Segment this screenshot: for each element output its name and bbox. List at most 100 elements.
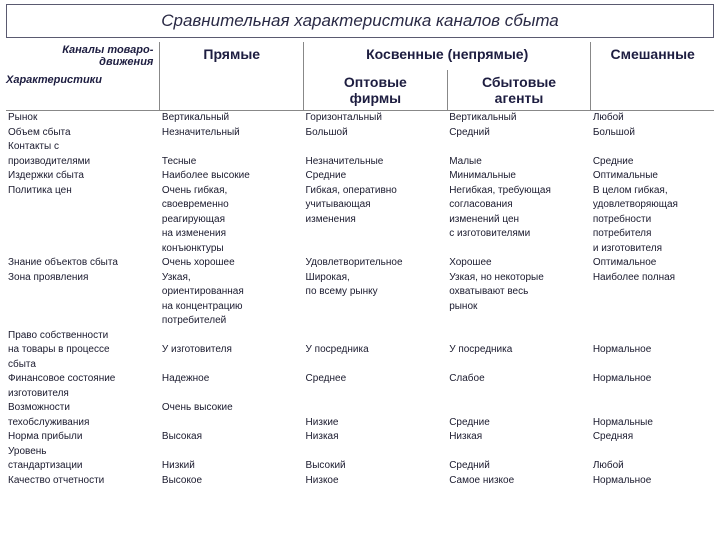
cell xyxy=(591,285,714,300)
cell xyxy=(304,445,448,460)
cell: Удовлетворительное xyxy=(304,256,448,271)
cell xyxy=(160,329,304,344)
cell xyxy=(591,358,714,373)
table-row: на концентрациюрынок xyxy=(6,300,714,315)
cell xyxy=(160,358,304,373)
cell: потребителя xyxy=(591,227,714,242)
body-table: РынокВертикальныйГоризонтальныйВертикаль… xyxy=(6,111,714,488)
row-label xyxy=(6,227,160,242)
row-label xyxy=(6,314,160,329)
channels-label: Каналы товаро- движения xyxy=(6,42,160,70)
row-label: Возможности xyxy=(6,401,160,416)
cell: Низкая xyxy=(447,430,591,445)
cell: Любой xyxy=(591,459,714,474)
cell: Узкая, xyxy=(160,271,304,286)
row-label: стандартизации xyxy=(6,459,160,474)
cell xyxy=(304,314,448,329)
table-row: Объем сбытаНезначительныйБольшойСреднийБ… xyxy=(6,126,714,141)
table-row: Контакты с xyxy=(6,140,714,155)
cell: Очень хорошее xyxy=(160,256,304,271)
cell xyxy=(160,387,304,402)
row-label: сбыта xyxy=(6,358,160,373)
cell: Очень гибкая, xyxy=(160,184,304,199)
cell: изменений цен xyxy=(447,213,591,228)
cell: Наиболее полная xyxy=(591,271,714,286)
row-label: Объем сбыта xyxy=(6,126,160,141)
row-label: Право собственности xyxy=(6,329,160,344)
cell: учитывающая xyxy=(304,198,448,213)
table-row: конъюнктурыи изготовителя xyxy=(6,242,714,257)
row-label: Зона проявления xyxy=(6,271,160,286)
row-label xyxy=(6,300,160,315)
cell: по всему рынку xyxy=(304,285,448,300)
col-mixed: Смешанные xyxy=(591,42,714,70)
cell xyxy=(591,140,714,155)
cell: Минимальные xyxy=(447,169,591,184)
cell: У посредника xyxy=(447,343,591,358)
table-row: Политика ценОчень гибкая,Гибкая, операти… xyxy=(6,184,714,199)
cell xyxy=(447,329,591,344)
cell: Низкая xyxy=(304,430,448,445)
cell: Надежное xyxy=(160,372,304,387)
cell xyxy=(591,314,714,329)
table-row: Право собственности xyxy=(6,329,714,344)
cell: Вертикальный xyxy=(447,111,591,126)
table-row: РынокВертикальныйГоризонтальныйВертикаль… xyxy=(6,111,714,126)
cell: на изменения xyxy=(160,227,304,242)
cell: Гибкая, оперативно xyxy=(304,184,448,199)
cell: потребности xyxy=(591,213,714,228)
wholesale-l2: фирмы xyxy=(350,90,402,106)
table-row: своевременноучитывающаясогласованияудовл… xyxy=(6,198,714,213)
row-label: Уровень xyxy=(6,445,160,460)
row-label: Рынок xyxy=(6,111,160,126)
table-row: техобслуживанияНизкиеСредниеНормальные xyxy=(6,416,714,431)
row-label: Знание объектов сбыта xyxy=(6,256,160,271)
col-indirect: Косвенные (непрямые) xyxy=(304,42,591,70)
channels-label-l2: движения xyxy=(99,56,153,68)
table-row: на измененияс изготовителямипотребителя xyxy=(6,227,714,242)
page-title: Сравнительная характеристика каналов сбы… xyxy=(6,4,714,38)
channels-label-l1: Каналы товаро- xyxy=(62,44,153,56)
row-label: Норма прибыли xyxy=(6,430,160,445)
cell: изменения xyxy=(304,213,448,228)
cell: Средние xyxy=(304,169,448,184)
table-row: производителямиТесныеНезначительныеМалые… xyxy=(6,155,714,170)
cell: Любой xyxy=(591,111,714,126)
cell: Нормальное xyxy=(591,343,714,358)
cell: Малые xyxy=(447,155,591,170)
row-label: Контакты с xyxy=(6,140,160,155)
cell: на концентрацию xyxy=(160,300,304,315)
cell: Средние xyxy=(591,155,714,170)
cell: согласования xyxy=(447,198,591,213)
cell xyxy=(160,445,304,460)
table-row: стандартизацииНизкийВысокийСреднийЛюбой xyxy=(6,459,714,474)
cell: охватывают весь xyxy=(447,285,591,300)
cell xyxy=(447,387,591,402)
blank-under-direct xyxy=(160,70,304,111)
cell xyxy=(447,445,591,460)
col-direct: Прямые xyxy=(160,42,304,70)
row-label: Финансовое состояние xyxy=(6,372,160,387)
cell: Среднее xyxy=(304,372,448,387)
cell xyxy=(447,401,591,416)
table-row: Норма прибылиВысокаяНизкаяНизкаяСредняя xyxy=(6,430,714,445)
row-label xyxy=(6,198,160,213)
cell: Высокая xyxy=(160,430,304,445)
cell: своевременно xyxy=(160,198,304,213)
cell xyxy=(447,358,591,373)
cell xyxy=(304,401,448,416)
cell: У посредника xyxy=(304,343,448,358)
cell: Узкая, но некоторые xyxy=(447,271,591,286)
header-table: Каналы товаро- движения Прямые Косвенные… xyxy=(6,42,714,111)
table-row: Финансовое состояниеНадежноеСреднееСлабо… xyxy=(6,372,714,387)
cell: ориентированная xyxy=(160,285,304,300)
cell xyxy=(304,242,448,257)
cell: Негибкая, требующая xyxy=(447,184,591,199)
row-label: Политика цен xyxy=(6,184,160,199)
row-label: производителями xyxy=(6,155,160,170)
cell: Незначительный xyxy=(160,126,304,141)
cell: Тесные xyxy=(160,155,304,170)
cell xyxy=(304,227,448,242)
row-label: Издержки сбыта xyxy=(6,169,160,184)
row-label: техобслуживания xyxy=(6,416,160,431)
